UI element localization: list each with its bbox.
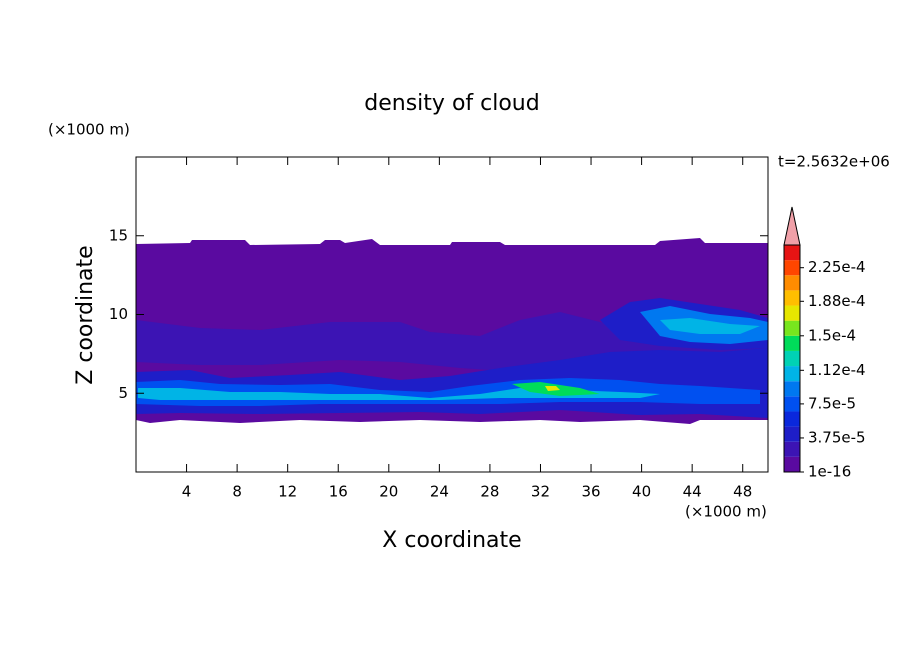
colorbar-tick-label: 1.12e-4 (808, 361, 866, 379)
colorbar-band (784, 245, 800, 261)
colorbar-band (784, 260, 800, 276)
colorbar-tick-label: 3.75e-5 (808, 428, 866, 446)
colorbar-band (784, 456, 800, 472)
x-axis-label: X coordinate (382, 528, 521, 553)
colorbar-tick-label: 1.88e-4 (808, 292, 866, 310)
colorbar-band (784, 411, 800, 427)
x-tick-label: 20 (379, 483, 398, 501)
x-tick-label: 28 (480, 483, 499, 501)
x-tick-label: 16 (329, 483, 348, 501)
colorbar-band (784, 441, 800, 457)
colorbar-band (784, 350, 800, 367)
y-axis-label: Z coordinate (73, 245, 98, 384)
colorbar-extend (783, 206, 801, 246)
colorbar-band (784, 275, 800, 291)
contour-field (136, 238, 768, 424)
x-tick-label: 8 (232, 483, 242, 501)
x-tick-label: 40 (632, 483, 651, 501)
colorbar-band (784, 396, 800, 412)
y-tick-label: 15 (109, 226, 128, 244)
y-tick-label: 10 (109, 305, 128, 323)
colorbar-tick-label: 1e-16 (808, 463, 851, 481)
colorbar-tick-label: 2.25e-4 (808, 258, 866, 276)
colorbar-tick-label: 7.5e-5 (808, 394, 856, 412)
x-tick-label: 4 (182, 483, 192, 501)
x-tick-label: 36 (581, 483, 600, 501)
x-tick-label: 12 (278, 483, 297, 501)
colorbar-tick-label: 1.5e-4 (808, 326, 856, 344)
x-tick-label: 48 (733, 483, 752, 501)
x-tick-label: 32 (531, 483, 550, 501)
chart-title: density of cloud (364, 91, 539, 116)
colorbar-frame (783, 244, 801, 473)
colorbar-band (784, 335, 800, 351)
y-unit: (×1000 m) (48, 121, 130, 139)
colorbar-band (784, 426, 800, 442)
colorbar-band (784, 366, 800, 382)
colorbar-band (784, 381, 800, 397)
colorbar-band (784, 320, 800, 336)
y-tick-label: 5 (118, 384, 128, 402)
time-label: t=2.5632e+06 (778, 153, 890, 171)
x-tick-label: 24 (430, 483, 449, 501)
x-unit: (×1000 m) (685, 503, 767, 521)
colorbar-band (784, 290, 800, 306)
x-tick-label: 44 (683, 483, 702, 501)
colorbar-band (784, 305, 800, 321)
